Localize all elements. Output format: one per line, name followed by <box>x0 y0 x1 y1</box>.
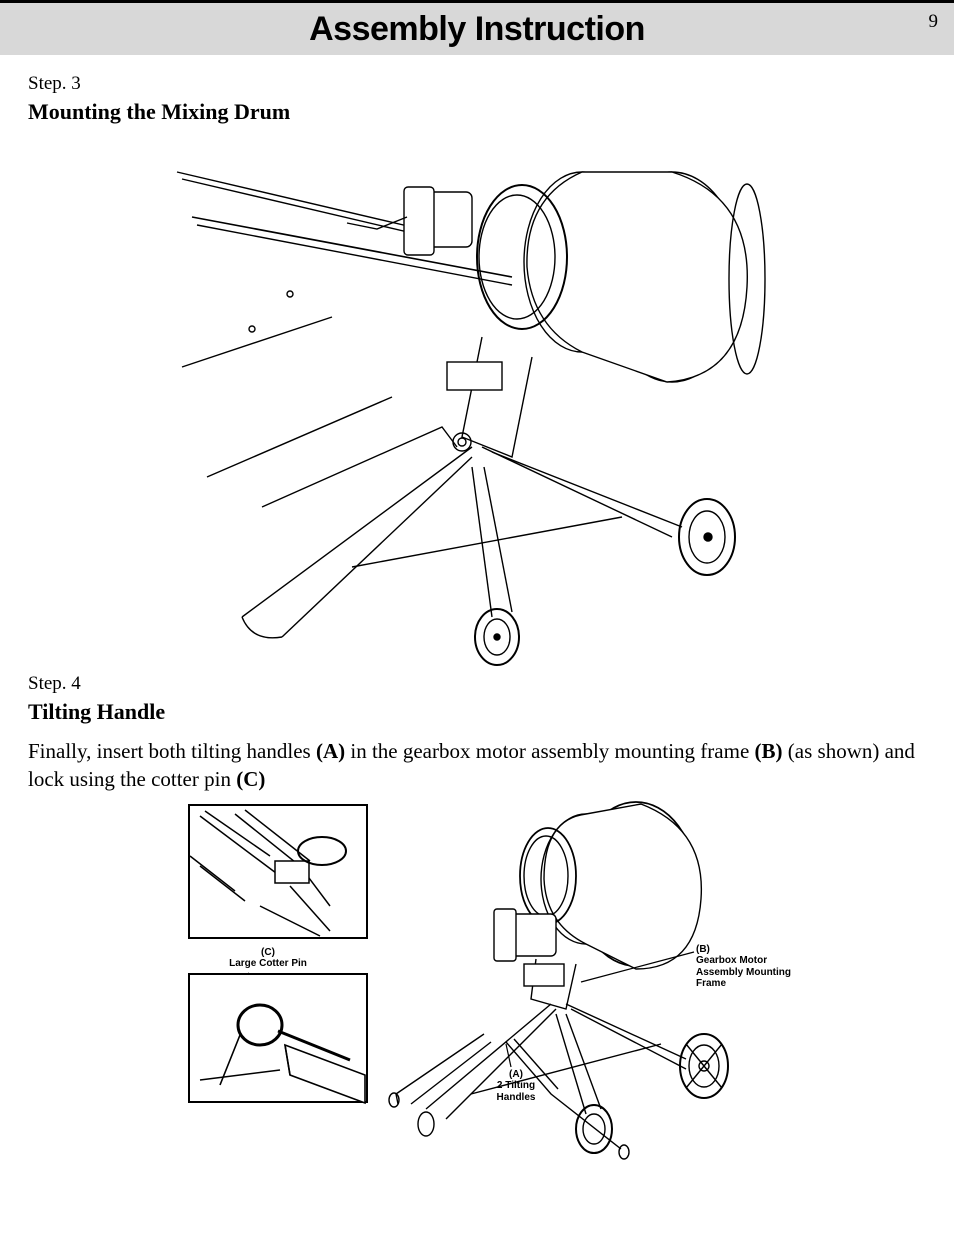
page-number: 9 <box>929 11 939 33</box>
inset-cotter-pin-detail <box>190 975 370 1105</box>
step3-title: Mounting the Mixing Drum <box>28 99 926 125</box>
inset-handle-lock-detail <box>190 806 370 941</box>
content-area: Step. 3 Mounting the Mixing Drum <box>0 55 954 1164</box>
header-title: Assembly Instruction <box>309 10 645 49</box>
header-bar: Assembly Instruction 9 <box>0 0 954 55</box>
step4-main-figure: (A) 2 Tilting Handles (B) Gearbox Motor … <box>386 804 766 1164</box>
step3-figure-wrap <box>28 137 926 657</box>
step4-ref-c: (C) <box>236 767 265 791</box>
leader-b-icon <box>386 804 806 1164</box>
mixer-diagram-step3 <box>152 137 802 657</box>
step4-label: Step. 4 <box>28 673 926 695</box>
step4-insets-column: (C) Large Cotter Pin <box>188 804 368 1164</box>
step4-text-mid1: in the gearbox motor assembly mounting f… <box>345 739 754 763</box>
step3-label: Step. 3 <box>28 73 926 95</box>
step4-text-pre: Finally, insert both tilting handles <box>28 739 316 763</box>
step4-ref-a: (A) <box>316 739 345 763</box>
step3-figure <box>152 137 802 657</box>
step4-figure-row: (C) Large Cotter Pin <box>28 804 926 1164</box>
step4-text: Finally, insert both tilting handles (A)… <box>28 737 926 794</box>
step4-title: Tilting Handle <box>28 699 926 725</box>
step4-inset-bottom <box>188 973 368 1103</box>
step4-inset-top <box>188 804 368 939</box>
step4-ref-b: (B) <box>755 739 783 763</box>
